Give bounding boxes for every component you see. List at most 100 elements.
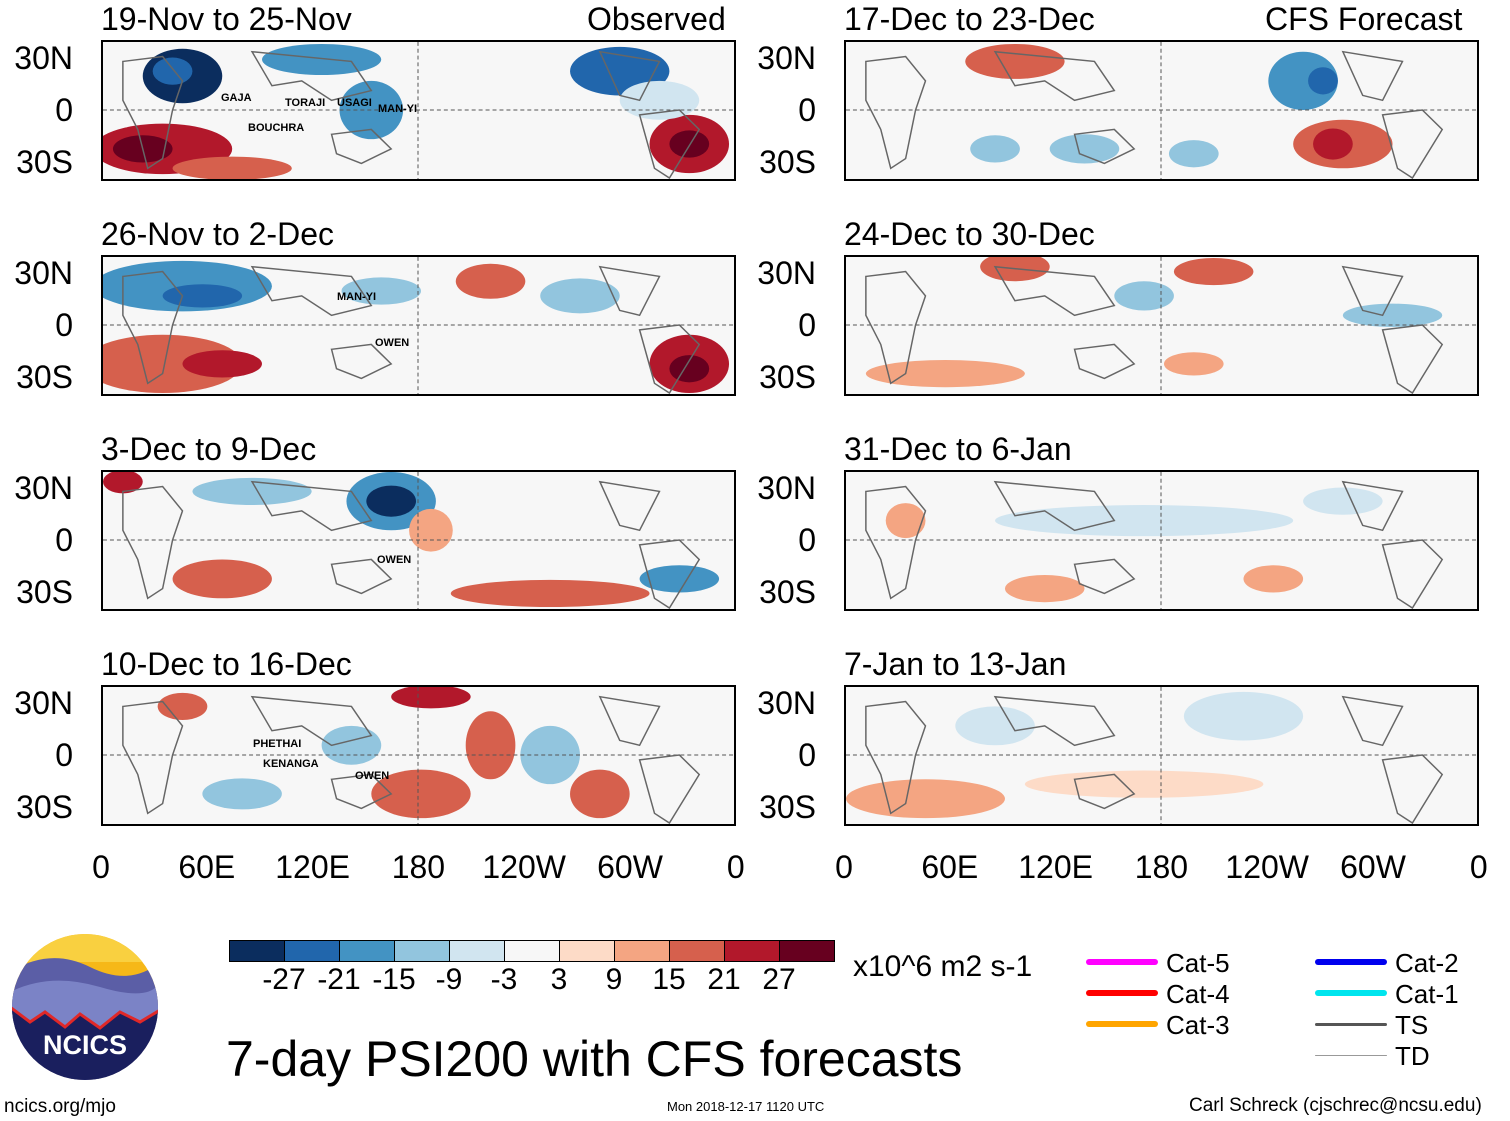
legend-label: Cat-3 <box>1166 1010 1230 1040</box>
anomaly-contour <box>391 687 471 709</box>
storm-label: MAN-YI <box>378 103 418 115</box>
anomaly-contour <box>846 779 1005 819</box>
longitude-label: 120E <box>275 849 350 885</box>
latitude-label: 30S <box>16 574 73 610</box>
anomaly-contour <box>1313 128 1353 160</box>
legend-label: Cat-5 <box>1166 948 1230 978</box>
legend-label: Cat-4 <box>1166 979 1230 1009</box>
latitude-label: 30N <box>757 40 816 76</box>
colorbar-swatch <box>449 940 505 962</box>
forecast-map-panel <box>844 255 1479 396</box>
latitude-label: 30N <box>14 255 73 291</box>
footer-author: Carl Schreck (cjschrec@ncsu.edu) <box>1189 1095 1482 1116</box>
longitude-label: 60E <box>921 849 979 885</box>
anomaly-contour <box>172 156 292 179</box>
storm-label: OWEN <box>355 770 390 782</box>
footer-url[interactable]: ncics.org/mjo <box>4 1096 116 1117</box>
colorbar-tick-label: 3 <box>550 963 568 996</box>
observed-map-panel: OWEN <box>101 470 736 611</box>
anomaly-contour <box>970 135 1020 163</box>
colorbar-tick-label: -3 <box>490 963 518 996</box>
latitude-label: 30S <box>759 789 816 825</box>
anomaly-contour <box>450 579 650 608</box>
coastlines <box>865 265 1444 394</box>
latitude-label: 30N <box>757 470 816 506</box>
footer-timestamp: Mon 2018-12-17 1120 UTC <box>667 1099 825 1114</box>
colorbar-tick-label: 21 <box>707 963 741 996</box>
colorbar-swatch <box>394 940 450 962</box>
latitude-label: 30N <box>14 40 73 76</box>
latitude-label: 0 <box>55 737 73 773</box>
anomaly-contour <box>865 359 1025 388</box>
observed-map-panel: PHETHAI KENANGA OWEN <box>101 685 736 826</box>
longitude-label: 0 <box>835 849 853 885</box>
legend-label: Cat-2 <box>1395 948 1459 978</box>
latitude-label: 0 <box>55 92 73 128</box>
observed-map-panel: MAN-YI OWEN <box>101 255 736 396</box>
coastlines <box>122 50 701 179</box>
panel-title: 26-Nov to 2-Dec <box>101 216 334 252</box>
panel-title: 24-Dec to 30-Dec <box>844 216 1095 252</box>
logo-text: NCICS <box>43 1030 127 1060</box>
colorbar-tick-label: 15 <box>652 963 686 996</box>
legend-label: TD <box>1395 1041 1430 1071</box>
longitude-label: 180 <box>1134 849 1189 885</box>
storm-label: GAJA <box>221 92 252 104</box>
legend-line-cat-4 <box>1086 990 1158 996</box>
colorbar-swatch <box>724 940 780 962</box>
storm-label: KENANGA <box>263 758 319 770</box>
longitude-label: 120W <box>482 849 566 885</box>
longitude-label: 120W <box>1225 849 1309 885</box>
ncics-logo: NCICS <box>10 932 160 1082</box>
anomaly-contour <box>1342 303 1443 327</box>
storm-label: OWEN <box>377 554 412 566</box>
latitude-label: 30S <box>759 359 816 395</box>
colorbar-tick-label: -27 <box>262 963 306 996</box>
anomaly-contour <box>1268 51 1338 111</box>
anomaly-contour <box>540 278 620 314</box>
coastlines <box>865 695 1444 824</box>
forecast-map-panel <box>844 685 1479 826</box>
colorbar-tick-label: 27 <box>762 963 796 996</box>
anomaly-contour <box>639 565 720 593</box>
anomaly-contour <box>465 711 516 780</box>
anomaly-contour <box>995 505 1294 537</box>
latitude-label: 0 <box>798 92 816 128</box>
anomaly-contour <box>162 284 243 308</box>
coastlines <box>865 480 1444 609</box>
coastlines <box>122 480 701 609</box>
colorbar-swatch <box>779 940 835 962</box>
colorbar-swatch <box>229 940 285 962</box>
anomaly-contour <box>619 80 700 120</box>
legend-line-ts <box>1315 1022 1387 1026</box>
forecast-map-panel <box>844 40 1479 181</box>
latitude-label: 0 <box>798 307 816 343</box>
latitude-label: 0 <box>55 522 73 558</box>
anomaly-contour <box>885 503 926 539</box>
legend-label: Cat-1 <box>1395 979 1459 1009</box>
anomaly-contour <box>261 43 382 76</box>
legend-line-cat-3 <box>1086 1021 1158 1027</box>
panel-title: 3-Dec to 9-Dec <box>101 431 317 467</box>
panel-title: 31-Dec to 6-Jan <box>844 431 1072 467</box>
longitude-label: 180 <box>391 849 446 885</box>
latitude-label: 30S <box>16 789 73 825</box>
anomaly-contour <box>341 277 421 305</box>
anomaly-contour <box>455 263 526 299</box>
latitude-label: 0 <box>798 737 816 773</box>
anomaly-contour <box>103 472 143 494</box>
anomaly-contour <box>1183 691 1304 741</box>
anomaly-contour <box>669 355 710 383</box>
anomaly-contour <box>955 706 1035 746</box>
longitude-label: 0 <box>92 849 110 885</box>
observed-header: Observed <box>587 1 726 37</box>
anomaly-contour <box>366 485 417 517</box>
units-label: x10^6 m2 s-1 <box>853 950 1033 983</box>
legend-line-cat-5 <box>1086 959 1158 965</box>
storm-label: USAGI <box>337 97 372 109</box>
anomaly-contour <box>172 559 272 599</box>
anomaly-contour <box>182 350 262 378</box>
observed-map-panel: GAJA TORAJI USAGI MAN-YI BOUCHRA <box>101 40 736 181</box>
anomaly-contour <box>103 334 243 394</box>
anomaly-contour <box>570 769 630 819</box>
